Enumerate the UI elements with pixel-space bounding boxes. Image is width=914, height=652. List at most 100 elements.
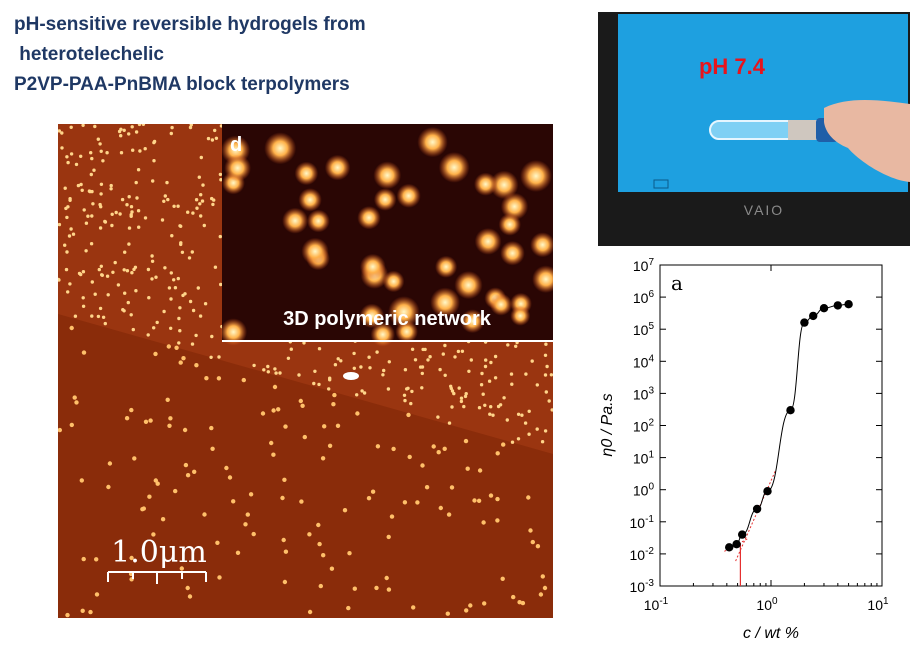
axis-ticks: 10-3 10-2 10-1 100 101 102 103 104 105 106 107 10-1… (630, 257, 889, 613)
afm-dot (134, 289, 138, 293)
afm-dot (79, 154, 83, 158)
afm-dot (526, 495, 531, 500)
inset-spot (396, 183, 421, 208)
afm-dot (64, 267, 69, 272)
afm-dot (431, 444, 436, 449)
inset-spot (382, 270, 405, 293)
afm-dot (505, 418, 509, 422)
afm-dot (133, 265, 138, 269)
inset-spot (294, 161, 319, 186)
afm-dot (450, 389, 455, 393)
afm-dot (406, 386, 410, 390)
afm-dot (355, 411, 360, 416)
afm-dot (406, 412, 411, 418)
afm-dot (245, 512, 250, 517)
afm-dot (109, 183, 113, 188)
x-tick-label: 10-1 (644, 596, 669, 613)
afm-dot (110, 223, 114, 228)
afm-dot (543, 373, 548, 377)
slide-title: pH-sensitive reversible hydrogels from h… (14, 10, 366, 100)
afm-dot (185, 473, 191, 478)
afm-dot (203, 302, 208, 306)
afm-dot (194, 198, 199, 202)
afm-dot (119, 127, 123, 131)
afm-dot (200, 199, 205, 203)
afm-dot (150, 254, 154, 258)
afm-dot (86, 214, 90, 218)
afm-dot (131, 327, 135, 332)
afm-dot (141, 124, 146, 126)
afm-dot (331, 402, 336, 407)
afm-dot (495, 518, 500, 523)
afm-dot (313, 369, 317, 373)
afm-dot (517, 600, 522, 605)
afm-dot (99, 182, 104, 186)
afm-dot (172, 204, 176, 208)
afm-dot (167, 423, 172, 428)
afm-dot (97, 267, 101, 272)
afm-dot (150, 259, 155, 263)
afm-dot (217, 575, 222, 580)
afm-dot (329, 566, 335, 571)
afm-dot (375, 350, 379, 354)
afm-dot (99, 264, 103, 268)
afm-dot (443, 343, 447, 348)
afm-dot (535, 383, 539, 387)
afm-dot (336, 357, 340, 361)
afm-dot (213, 265, 218, 269)
afm-dot (169, 326, 173, 330)
afm-dot (445, 611, 450, 616)
afm-dot (153, 478, 158, 483)
inset-spot (224, 154, 252, 182)
afm-dot (243, 522, 248, 527)
afm-dot (199, 214, 203, 218)
afm-dot (106, 293, 110, 297)
afm-dot (73, 314, 78, 318)
afm-dot (65, 250, 69, 254)
y-tick-label: 106 (633, 289, 655, 306)
afm-dot (276, 407, 281, 412)
afm-dot (162, 199, 166, 203)
inset-spot (474, 228, 502, 255)
y-tick-label: 107 (633, 257, 655, 274)
scale-bar: 1.0μm (107, 535, 207, 584)
afm-dot (66, 290, 70, 294)
afm-dot (165, 180, 169, 185)
afm-dot (386, 534, 391, 540)
afm-dot (148, 418, 153, 423)
afm-dot (438, 505, 443, 511)
afm-dot (462, 404, 466, 409)
afm-dot (177, 316, 181, 321)
afm-dot (459, 396, 464, 400)
afm-dot (248, 492, 254, 497)
afm-dot (460, 349, 465, 353)
y-tick-label: 10-2 (630, 546, 655, 563)
inset-spot (307, 209, 330, 233)
inset-spot (489, 170, 519, 200)
afm-dot (457, 386, 461, 390)
afm-dot (540, 440, 545, 444)
afm-dot (464, 608, 469, 613)
inset-spot (530, 232, 553, 258)
title-line-2: heterotelechelic (14, 44, 164, 65)
afm-dot (190, 250, 194, 254)
afm-dot (198, 202, 202, 206)
afm-dot (420, 365, 425, 369)
afm-dot (135, 196, 139, 200)
afm-dot (188, 299, 193, 304)
afm-dot (131, 148, 135, 152)
inset-spot (357, 206, 381, 230)
afm-dot (180, 250, 185, 254)
afm-dot (190, 342, 195, 346)
brand-logo: VAIO (744, 202, 784, 218)
ph-label: pH 7.4 (699, 54, 766, 79)
afm-dot (535, 427, 539, 431)
afm-dot (241, 377, 246, 383)
afm-dot (151, 179, 155, 183)
afm-dot (129, 205, 134, 209)
afm-dot (424, 485, 430, 490)
afm-dot (235, 550, 241, 555)
afm-dot (443, 373, 447, 377)
afm-dot (94, 557, 99, 562)
afm-dot (125, 203, 129, 207)
